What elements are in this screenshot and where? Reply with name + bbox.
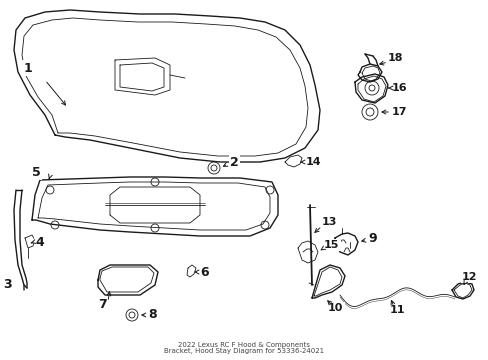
Text: 11: 11 (389, 305, 405, 315)
Text: 14: 14 (305, 157, 321, 167)
Text: 17: 17 (391, 107, 407, 117)
Text: 5: 5 (32, 166, 41, 179)
Text: 6: 6 (200, 266, 208, 279)
Text: 16: 16 (391, 83, 407, 93)
Text: 12: 12 (461, 272, 476, 282)
Text: 1: 1 (23, 62, 32, 75)
Text: 8: 8 (148, 309, 156, 321)
Text: 4: 4 (35, 235, 43, 248)
Text: 2022 Lexus RC F Hood & Components
Bracket, Hood Stay Diagram for 53336-24021: 2022 Lexus RC F Hood & Components Bracke… (163, 342, 324, 355)
Text: 3: 3 (3, 279, 12, 292)
Text: 13: 13 (321, 217, 337, 227)
Text: 2: 2 (229, 157, 238, 170)
Text: 15: 15 (324, 240, 339, 250)
Text: 10: 10 (327, 303, 343, 313)
Text: 9: 9 (367, 231, 376, 244)
Text: 18: 18 (387, 53, 403, 63)
Text: 7: 7 (98, 298, 106, 311)
